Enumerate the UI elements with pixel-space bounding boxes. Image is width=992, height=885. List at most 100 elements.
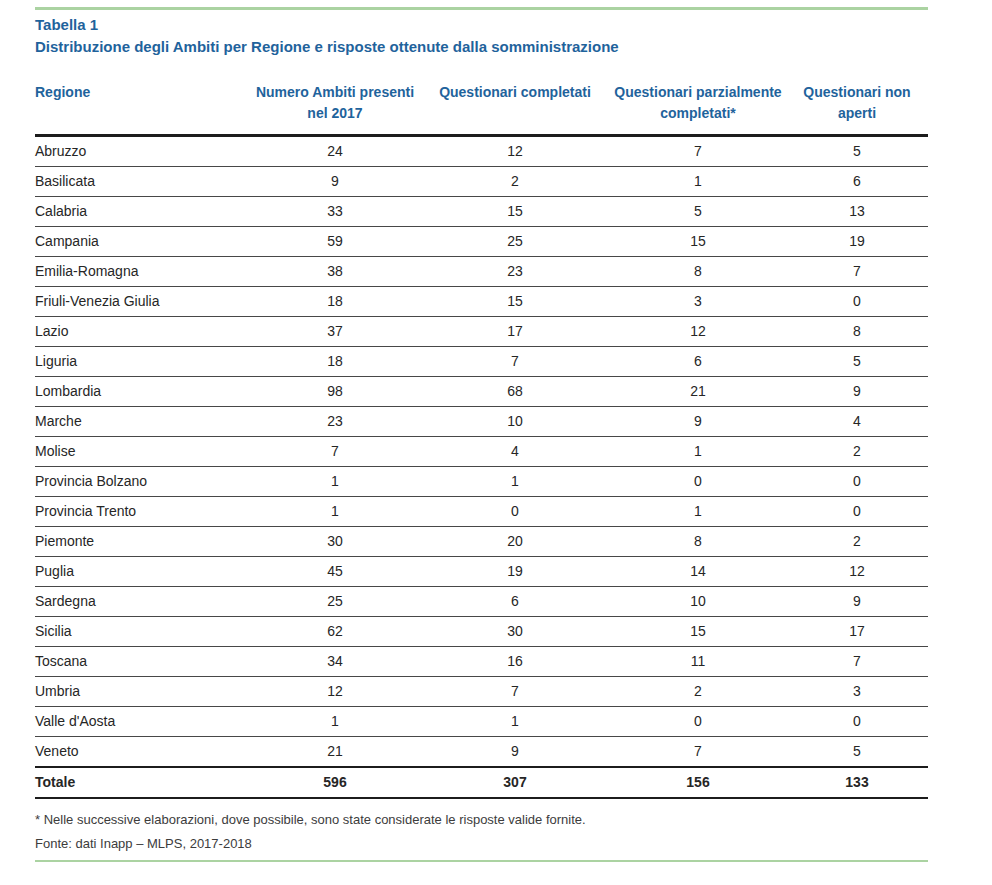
region-cell: Umbria xyxy=(35,677,250,707)
region-cell: Campania xyxy=(35,227,250,257)
value-cell: 68 xyxy=(420,377,610,407)
value-cell: 1 xyxy=(420,467,610,497)
value-cell: 7 xyxy=(786,257,928,287)
value-cell: 1 xyxy=(610,437,786,467)
region-cell: Veneto xyxy=(35,737,250,768)
header-row: Regione Numero Ambiti presenti nel 2017 … xyxy=(35,82,928,136)
table-row: Emilia-Romagna382387 xyxy=(35,257,928,287)
value-cell: 19 xyxy=(786,227,928,257)
value-cell: 12 xyxy=(420,136,610,167)
value-cell: 18 xyxy=(250,287,420,317)
value-cell: 2 xyxy=(786,437,928,467)
col-header-numero-ambiti: Numero Ambiti presenti nel 2017 xyxy=(250,82,420,136)
table-row: Umbria12723 xyxy=(35,677,928,707)
value-cell: 14 xyxy=(610,557,786,587)
value-cell: 21 xyxy=(610,377,786,407)
value-cell: 30 xyxy=(420,617,610,647)
value-cell: 9 xyxy=(250,167,420,197)
value-cell: 6 xyxy=(420,587,610,617)
source-note: Fonte: dati Inapp – MLPS, 2017-2018 xyxy=(35,836,928,852)
region-cell: Provincia Bolzano xyxy=(35,467,250,497)
value-cell: 0 xyxy=(786,497,928,527)
total-value-cell: 307 xyxy=(420,767,610,798)
region-cell: Liguria xyxy=(35,347,250,377)
value-cell: 34 xyxy=(250,647,420,677)
table-row: Campania59251519 xyxy=(35,227,928,257)
value-cell: 38 xyxy=(250,257,420,287)
title-block: Tabella 1 Distribuzione degli Ambiti per… xyxy=(35,14,928,58)
value-cell: 8 xyxy=(786,317,928,347)
total-label-cell: Totale xyxy=(35,767,250,798)
value-cell: 1 xyxy=(250,707,420,737)
value-cell: 1 xyxy=(250,497,420,527)
value-cell: 0 xyxy=(786,287,928,317)
value-cell: 2 xyxy=(786,527,928,557)
region-cell: Molise xyxy=(35,437,250,467)
region-cell: Marche xyxy=(35,407,250,437)
col-header-questionari-completati: Questionari completati xyxy=(420,82,610,136)
value-cell: 7 xyxy=(610,136,786,167)
region-cell: Basilicata xyxy=(35,167,250,197)
region-cell: Piemonte xyxy=(35,527,250,557)
region-cell: Emilia-Romagna xyxy=(35,257,250,287)
value-cell: 11 xyxy=(610,647,786,677)
value-cell: 12 xyxy=(786,557,928,587)
value-cell: 1 xyxy=(250,467,420,497)
table-row: Calabria3315513 xyxy=(35,197,928,227)
region-cell: Lombardia xyxy=(35,377,250,407)
footnote: * Nelle successive elaborazioni, dove po… xyxy=(35,812,928,828)
region-cell: Toscana xyxy=(35,647,250,677)
value-cell: 9 xyxy=(786,587,928,617)
value-cell: 1 xyxy=(420,707,610,737)
col-header-questionari-parzialmente-completati: Questionari parzialmente completati* xyxy=(610,82,786,136)
value-cell: 5 xyxy=(610,197,786,227)
region-cell: Puglia xyxy=(35,557,250,587)
region-cell: Sardegna xyxy=(35,587,250,617)
table-row: Marche231094 xyxy=(35,407,928,437)
value-cell: 8 xyxy=(610,257,786,287)
value-cell: 2 xyxy=(420,167,610,197)
table-row: Abruzzo241275 xyxy=(35,136,928,167)
document-page: Tabella 1 Distribuzione degli Ambiti per… xyxy=(0,0,992,885)
value-cell: 7 xyxy=(610,737,786,768)
value-cell: 13 xyxy=(786,197,928,227)
bottom-divider xyxy=(35,860,928,862)
value-cell: 17 xyxy=(420,317,610,347)
value-cell: 25 xyxy=(420,227,610,257)
total-value-cell: 133 xyxy=(786,767,928,798)
table-row: Basilicata9216 xyxy=(35,167,928,197)
value-cell: 5 xyxy=(786,136,928,167)
value-cell: 15 xyxy=(610,227,786,257)
value-cell: 30 xyxy=(250,527,420,557)
value-cell: 2 xyxy=(610,677,786,707)
value-cell: 0 xyxy=(420,497,610,527)
value-cell: 17 xyxy=(786,617,928,647)
region-cell: Valle d'Aosta xyxy=(35,707,250,737)
table-row: Puglia45191412 xyxy=(35,557,928,587)
value-cell: 7 xyxy=(420,347,610,377)
value-cell: 0 xyxy=(610,707,786,737)
table-body: Abruzzo241275Basilicata9216Calabria33155… xyxy=(35,136,928,768)
value-cell: 20 xyxy=(420,527,610,557)
value-cell: 10 xyxy=(610,587,786,617)
value-cell: 0 xyxy=(786,467,928,497)
table-row: Veneto21975 xyxy=(35,737,928,768)
value-cell: 24 xyxy=(250,136,420,167)
value-cell: 98 xyxy=(250,377,420,407)
value-cell: 0 xyxy=(610,467,786,497)
table-row: Toscana3416117 xyxy=(35,647,928,677)
value-cell: 5 xyxy=(786,737,928,768)
table-row: Molise7412 xyxy=(35,437,928,467)
value-cell: 0 xyxy=(786,707,928,737)
value-cell: 23 xyxy=(420,257,610,287)
value-cell: 9 xyxy=(610,407,786,437)
value-cell: 15 xyxy=(420,287,610,317)
top-divider xyxy=(35,7,928,10)
value-cell: 45 xyxy=(250,557,420,587)
value-cell: 33 xyxy=(250,197,420,227)
distribution-table: Regione Numero Ambiti presenti nel 2017 … xyxy=(35,82,928,799)
region-cell: Calabria xyxy=(35,197,250,227)
value-cell: 3 xyxy=(786,677,928,707)
total-value-cell: 596 xyxy=(250,767,420,798)
col-header-questionari-non-aperti: Questionari non aperti xyxy=(786,82,928,136)
